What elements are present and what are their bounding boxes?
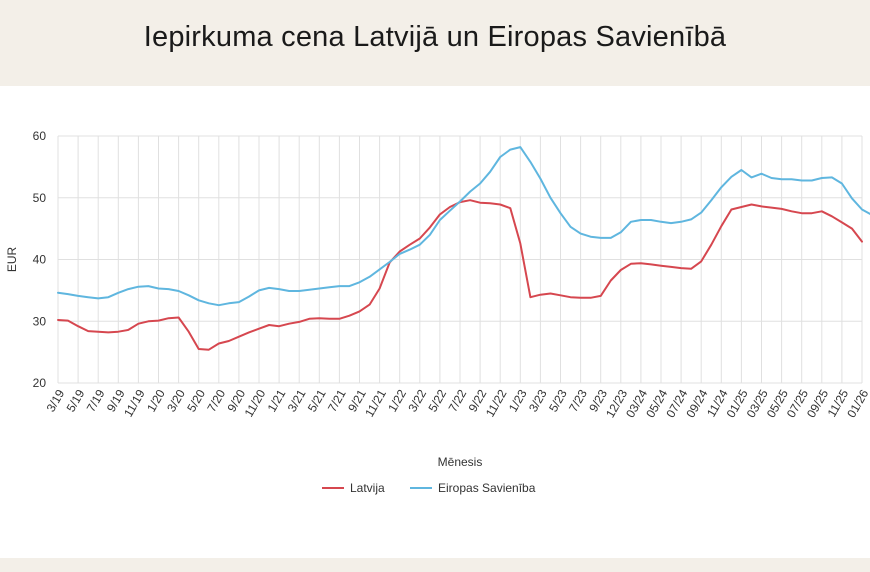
- x-tick-label: 1/21: [265, 387, 289, 415]
- x-tick-label: 1/22: [385, 387, 409, 415]
- x-tick-label: 11/21: [362, 387, 389, 420]
- y-axis-title: EUR: [5, 247, 19, 273]
- x-tick-label: 3/21: [285, 387, 309, 415]
- x-tick-label: 3/20: [164, 387, 188, 415]
- x-tick-label: 7/22: [446, 387, 470, 415]
- x-tick-label: 5/23: [546, 387, 570, 415]
- x-axis: 3/195/197/199/1911/191/203/205/207/209/2…: [44, 387, 870, 420]
- y-tick-label: 60: [33, 129, 47, 143]
- x-tick-label: 3/19: [44, 387, 68, 415]
- chart-panel: 20 30 40 50 60 3/19 5/19 7/19 9/19 11/19 1/20 3/20…: [0, 86, 870, 558]
- x-tick-label: 11/20: [242, 387, 269, 420]
- legend-label-0: Latvija: [350, 481, 385, 495]
- y-tick-label: 50: [33, 191, 47, 205]
- x-tick-label: 3/23: [526, 387, 550, 415]
- x-tick-label: 5/19: [64, 387, 88, 415]
- chart-title: Iepirkuma cena Latvijā un Eiropas Savien…: [143, 20, 727, 53]
- x-tick-label: 1/20: [144, 387, 168, 415]
- x-tick-label: 7/23: [566, 387, 590, 415]
- x-tick-label: 11/19: [121, 387, 148, 420]
- grid-layer: [57, 135, 863, 384]
- x-axis-title: Mēnesis: [438, 455, 483, 469]
- y-tick-label: 20: [33, 376, 47, 390]
- x-tick-label: 5/20: [184, 387, 208, 415]
- series-line-1: [57, 146, 870, 307]
- x-tick-label: 3/22: [405, 387, 429, 415]
- series-layer: [57, 146, 870, 351]
- x-tick-label: 09/25: [804, 387, 831, 420]
- x-tick-label: 1/23: [506, 387, 530, 415]
- x-tick-label: 09/24: [683, 387, 710, 420]
- y-axis: 20 30 40 50 60: [33, 129, 47, 390]
- title-band: Iepirkuma cena Latvijā un Eiropas Savien…: [0, 0, 870, 86]
- line-chart: 20 30 40 50 60 3/195/197/199/1911/191/203/20…: [5, 129, 870, 495]
- legend-label-1: Eiropas Savienība: [438, 481, 536, 495]
- x-tick-label: 11/22: [483, 387, 510, 420]
- x-tick-label: 01/26: [844, 387, 870, 420]
- y-tick-label: 30: [33, 314, 47, 328]
- x-tick-label: 7/19: [84, 387, 108, 415]
- x-tick-label: 5/22: [425, 387, 449, 415]
- x-tick-label: 7/21: [325, 387, 349, 415]
- y-tick-label: 40: [33, 253, 47, 267]
- bottom-band: [0, 558, 870, 572]
- x-tick-label: 7/20: [204, 387, 228, 415]
- legend: Latvija Eiropas Savienība: [322, 481, 536, 495]
- x-tick-label: 5/21: [305, 387, 329, 415]
